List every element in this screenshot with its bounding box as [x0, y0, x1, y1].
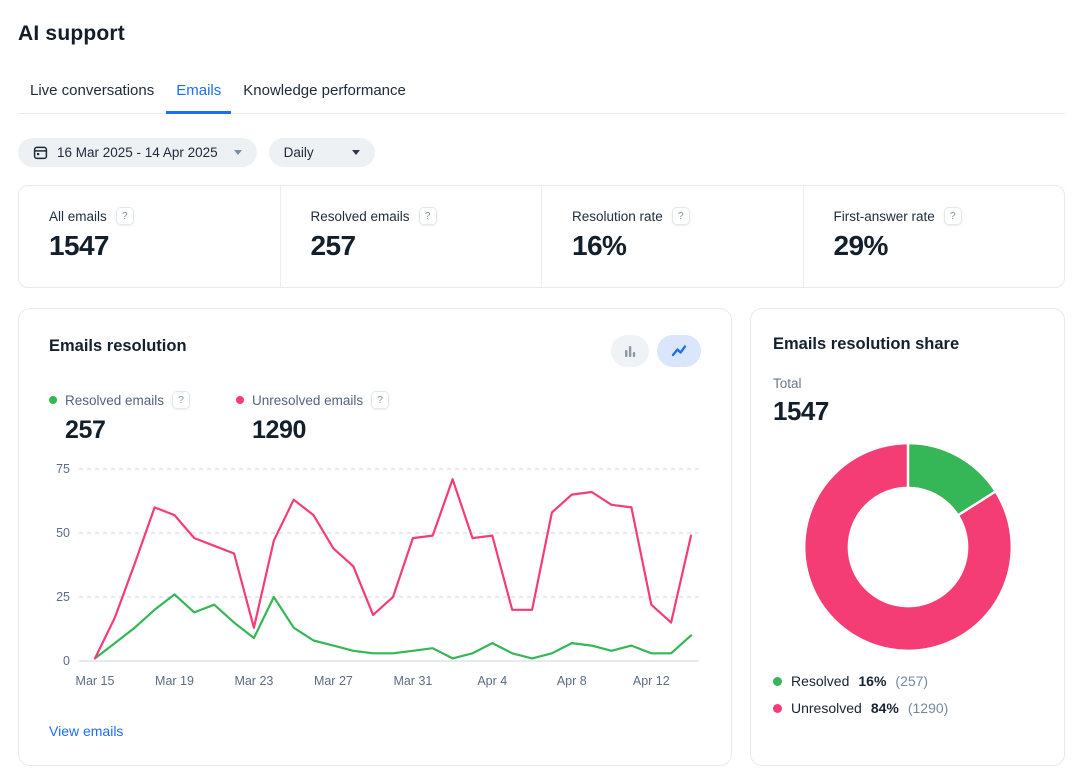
tab-bar: Live conversations Emails Knowledge perf…	[18, 82, 1065, 114]
help-icon[interactable]: ?	[418, 207, 437, 225]
granularity-select[interactable]: Daily	[268, 138, 375, 167]
legend-label: Unresolved	[791, 700, 862, 716]
tab-knowledge-performance[interactable]: Knowledge performance	[243, 82, 406, 99]
stat-resolved-emails: Resolved emails ? 257	[279, 186, 542, 287]
line-chart-icon	[671, 345, 687, 357]
legend-value: 257	[65, 416, 106, 444]
legend-count: (1290)	[907, 700, 949, 716]
emails-resolution-card: Emails resolution	[18, 308, 732, 766]
emails-resolution-share-card: Emails resolution share Total 1547 Resol…	[750, 308, 1065, 766]
page-title: AI support	[18, 22, 125, 45]
kpi-summary-card: All emails ? 1547 Resolved emails ? 257 …	[18, 185, 1065, 288]
svg-text:Apr 4: Apr 4	[477, 674, 507, 688]
legend-dot	[49, 396, 57, 404]
total-label: Total	[773, 376, 802, 391]
calendar-icon	[33, 145, 48, 160]
legend-unresolved: Unresolved 84% (1290)	[773, 700, 1042, 716]
legend-dot	[773, 703, 782, 713]
help-icon[interactable]: ?	[371, 391, 390, 409]
stat-value: 16%	[572, 230, 627, 261]
legend-dot	[236, 396, 245, 404]
stat-all-emails: All emails ? 1547	[19, 186, 280, 287]
legend-value: 1290	[252, 416, 307, 444]
legend-resolved: Resolved emails ? 257	[49, 391, 191, 445]
stat-value: 257	[310, 230, 357, 261]
stat-value: 29%	[833, 230, 889, 261]
legend-label: Unresolved emails	[252, 392, 364, 408]
card-title: Emails resolution	[49, 337, 187, 355]
legend-dot	[773, 676, 782, 686]
legend-percent: 16%	[858, 673, 887, 689]
chart-legend: Resolved emails ? 257 Unresolved emails …	[49, 391, 701, 445]
chart-type-toggle	[611, 335, 701, 367]
total-value: 1547	[773, 396, 829, 426]
stat-label: Resolution rate	[572, 208, 663, 224]
svg-text:Mar 31: Mar 31	[393, 674, 432, 688]
bar-chart-icon	[625, 346, 636, 357]
tab-live-conversations[interactable]: Live conversations	[30, 82, 155, 99]
legend-unresolved: Unresolved emails ? 1290	[236, 391, 390, 445]
charts-row: Emails resolution	[18, 308, 1065, 766]
svg-text:75: 75	[56, 462, 70, 476]
filters-row: 16 Mar 2025 - 14 Apr 2025 Daily	[18, 138, 1065, 167]
date-range-label: 16 Mar 2025 - 14 Apr 2025	[57, 145, 218, 160]
help-icon[interactable]: ?	[115, 207, 134, 225]
help-icon[interactable]: ?	[943, 207, 962, 225]
donut-legend: Resolved 16% (257) Unresolved 84% (1290)	[773, 673, 1042, 716]
view-emails-link[interactable]: View emails	[49, 723, 124, 739]
legend-label: Resolved	[791, 673, 850, 689]
stat-first-answer-rate: First-answer rate ? 29%	[802, 186, 1065, 287]
granularity-label: Daily	[283, 145, 314, 160]
help-icon[interactable]: ?	[671, 207, 690, 225]
stat-label: Resolved emails	[310, 208, 410, 224]
help-icon[interactable]: ?	[172, 391, 191, 409]
svg-text:Mar 23: Mar 23	[234, 674, 273, 688]
emails-resolution-donut	[804, 441, 1011, 650]
chevron-down-icon	[351, 150, 360, 155]
svg-text:Apr 8: Apr 8	[557, 674, 587, 688]
stat-value: 1547	[49, 230, 109, 261]
tab-emails[interactable]: Emails	[166, 82, 232, 114]
legend-resolved: Resolved 16% (257)	[773, 673, 1042, 689]
legend-percent: 84%	[870, 700, 899, 716]
svg-text:50: 50	[56, 526, 70, 540]
date-range-picker[interactable]: 16 Mar 2025 - 14 Apr 2025	[18, 138, 257, 167]
svg-text:Mar 15: Mar 15	[76, 674, 115, 688]
card-title: Emails resolution share	[773, 335, 960, 353]
emails-resolution-line-chart: 0 25 50 75 Mar 15 Mar 19 Mar 23 Mar 27 Mar 31 Apr…	[56, 462, 699, 688]
svg-text:0: 0	[63, 654, 70, 668]
svg-text:Apr 12: Apr 12	[633, 674, 670, 688]
chevron-down-icon	[233, 150, 242, 155]
svg-text:25: 25	[56, 590, 70, 604]
line-chart-toggle[interactable]	[657, 335, 701, 367]
stat-label: First-answer rate	[833, 208, 935, 224]
stat-resolution-rate: Resolution rate ? 16%	[541, 186, 803, 287]
stat-label: All emails	[49, 208, 107, 224]
bar-chart-toggle[interactable]	[611, 335, 649, 367]
svg-text:Mar 27: Mar 27	[314, 674, 353, 688]
svg-text:Mar 19: Mar 19	[155, 674, 194, 688]
legend-count: (257)	[895, 673, 929, 689]
legend-label: Resolved emails	[65, 392, 165, 408]
